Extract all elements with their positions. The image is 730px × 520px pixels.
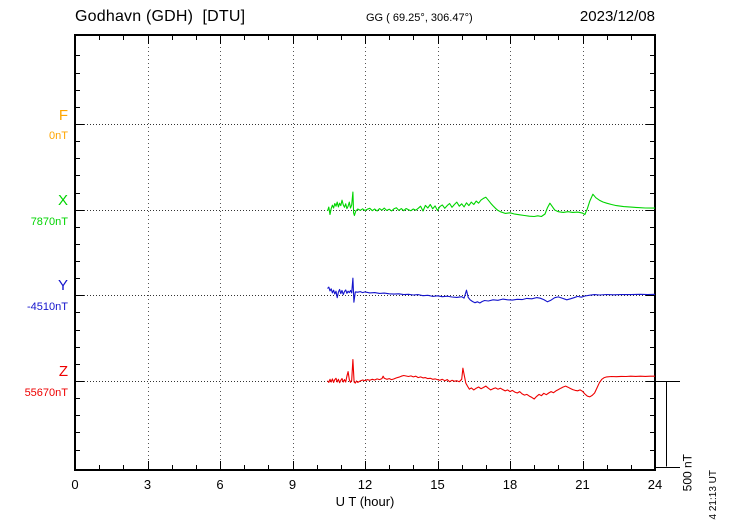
channel-baseline-x: 7870nT — [30, 216, 68, 228]
channel-baseline-z: 55670nT — [24, 387, 68, 399]
channel-baseline-y: -4510nT — [27, 301, 68, 313]
z-trace — [327, 359, 655, 400]
x-axis-label: U T (hour) — [335, 494, 395, 509]
scale-bar-label: 500 nT — [680, 454, 694, 492]
channel-baseline-f: 0nT — [49, 130, 68, 142]
channel-label-f: F — [58, 107, 68, 124]
channel-label-z: Z — [58, 363, 68, 380]
channel-label-x: X — [57, 192, 68, 209]
y-trace — [327, 277, 656, 304]
x-tick-label-18: 18 — [502, 477, 518, 492]
station-title: Godhavn (GDH) [DTU] — [75, 8, 246, 25]
channel-label-y: Y — [57, 277, 68, 294]
x-tick-label-6: 6 — [216, 477, 224, 492]
plot-frame — [74, 34, 656, 471]
x-tick-label-3: 3 — [143, 477, 152, 492]
x-tick-label-12: 12 — [357, 477, 373, 492]
observation-date: 2023/12/08 — [579, 8, 655, 25]
x-tick-label-9: 9 — [288, 477, 297, 492]
x-trace — [326, 191, 656, 218]
x-tick-label-21: 21 — [575, 477, 590, 492]
x-tick-label-0: 0 — [71, 477, 79, 492]
x-tick-label-15: 15 — [430, 477, 445, 492]
geographic-coordinates: GG ( 69.25°, 306.47°) — [366, 12, 473, 24]
plotted-timestamp: Plotted at 2023/12/14 21:13 UT — [708, 470, 719, 520]
x-tick-label-24: 24 — [647, 477, 663, 492]
